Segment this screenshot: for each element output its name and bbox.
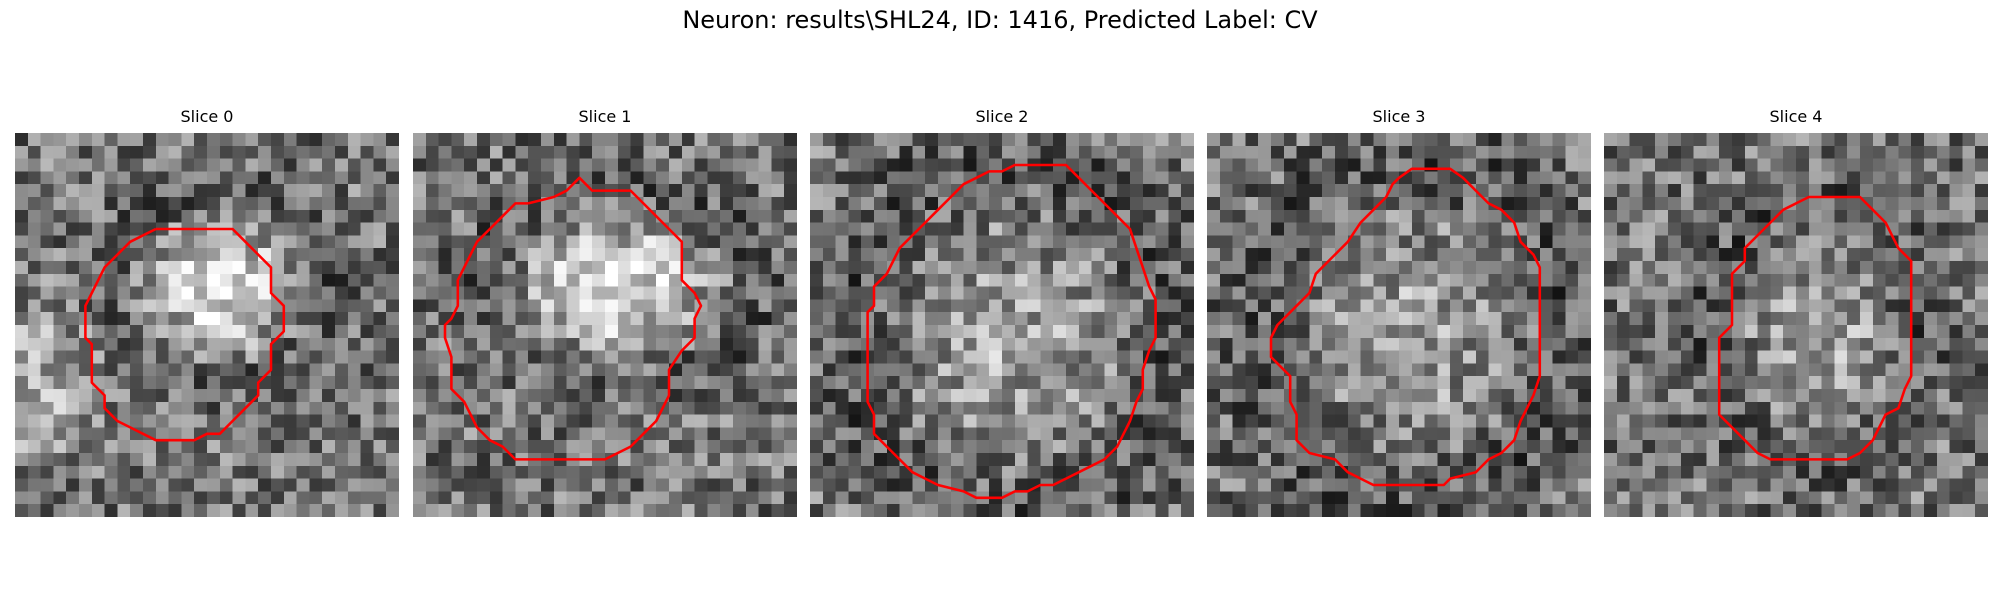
figure-title: Neuron: results\SHL24, ID: 1416, Predict… bbox=[682, 6, 1318, 34]
slice-title: Slice 3 bbox=[1372, 107, 1426, 126]
segmentation-overlay bbox=[443, 176, 703, 461]
microscopy-slice-canvas bbox=[810, 133, 1194, 517]
slice-title: Slice 0 bbox=[180, 107, 234, 126]
slice-image bbox=[1604, 133, 1988, 517]
slice-panel-3: Slice 3 bbox=[1207, 105, 1591, 517]
segmentation-overlay bbox=[866, 163, 1157, 500]
segmentation-overlay bbox=[84, 227, 286, 442]
slice-image bbox=[15, 133, 399, 517]
segmentation-overlay bbox=[1269, 167, 1542, 487]
microscopy-slice-canvas bbox=[1207, 133, 1591, 517]
slice-panel-4: Slice 4 bbox=[1604, 105, 1988, 517]
slice-image bbox=[810, 133, 1194, 517]
slice-title: Slice 2 bbox=[975, 107, 1029, 126]
neuron-contour bbox=[866, 163, 1157, 500]
slice-title: Slice 1 bbox=[578, 107, 632, 126]
slice-title: Slice 4 bbox=[1769, 107, 1823, 126]
neuron-contour bbox=[443, 176, 703, 461]
neuron-contour bbox=[84, 227, 286, 442]
neuron-contour bbox=[1717, 195, 1913, 461]
slice-panel-0: Slice 0 bbox=[15, 105, 399, 517]
neuron-contour bbox=[1269, 167, 1542, 487]
microscopy-slice-canvas bbox=[1604, 133, 1988, 517]
slice-panel-1: Slice 1 bbox=[413, 105, 797, 517]
slice-image bbox=[1207, 133, 1591, 517]
slice-panel-2: Slice 2 bbox=[810, 105, 1194, 517]
microscopy-slice-canvas bbox=[15, 133, 399, 517]
segmentation-overlay bbox=[1717, 195, 1913, 461]
slice-image bbox=[413, 133, 797, 517]
microscopy-slice-canvas bbox=[413, 133, 797, 517]
